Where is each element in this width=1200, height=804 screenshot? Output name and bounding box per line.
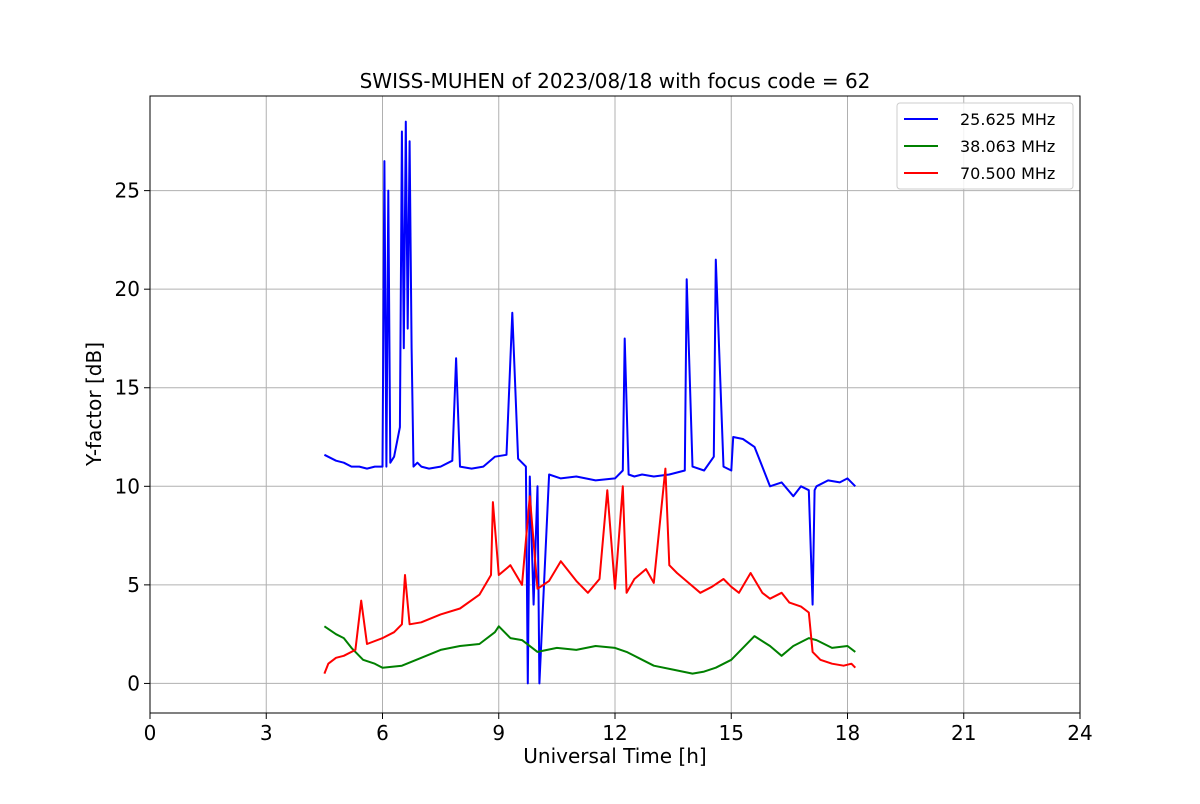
x-tick-label: 12 bbox=[602, 721, 627, 745]
series-line-3 bbox=[323, 467, 857, 674]
x-tick-label: 6 bbox=[376, 721, 389, 745]
x-tick-label: 18 bbox=[835, 721, 860, 745]
series-line-1 bbox=[323, 120, 857, 685]
axis-ticks: 0 3 6 9 12 15 18 21 24 0 5 10 15 20 25 bbox=[115, 179, 1093, 745]
legend-frame bbox=[896, 102, 1074, 190]
y-tick-label: 5 bbox=[127, 573, 140, 597]
grid bbox=[149, 96, 1081, 713]
x-tick-label: 15 bbox=[719, 721, 744, 745]
chart-title: SWISS-MUHEN of 2023/08/18 with focus cod… bbox=[360, 69, 871, 93]
legend: 25.625 MHz 38.063 MHz 70.500 MHz bbox=[896, 102, 1074, 190]
series-layer bbox=[323, 120, 857, 685]
y-tick-label: 15 bbox=[115, 376, 140, 400]
x-tick-label: 9 bbox=[492, 721, 505, 745]
y-tick-label: 20 bbox=[115, 277, 140, 301]
x-axis-label: Universal Time [h] bbox=[523, 744, 706, 768]
x-tick-label: 0 bbox=[144, 721, 157, 745]
x-tick-label: 3 bbox=[260, 721, 273, 745]
legend-label-3: 70.500 MHz bbox=[960, 164, 1055, 183]
y-tick-label: 0 bbox=[127, 671, 140, 695]
y-tick-label: 25 bbox=[115, 179, 140, 203]
legend-label-1: 25.625 MHz bbox=[960, 110, 1055, 129]
legend-label-2: 38.063 MHz bbox=[960, 137, 1055, 156]
series-line-2 bbox=[323, 625, 856, 675]
y-axis-label: Y-factor [dB] bbox=[82, 342, 106, 467]
x-tick-label: 21 bbox=[951, 721, 976, 745]
x-tick-label: 24 bbox=[1067, 721, 1092, 745]
y-tick-label: 10 bbox=[115, 474, 140, 498]
